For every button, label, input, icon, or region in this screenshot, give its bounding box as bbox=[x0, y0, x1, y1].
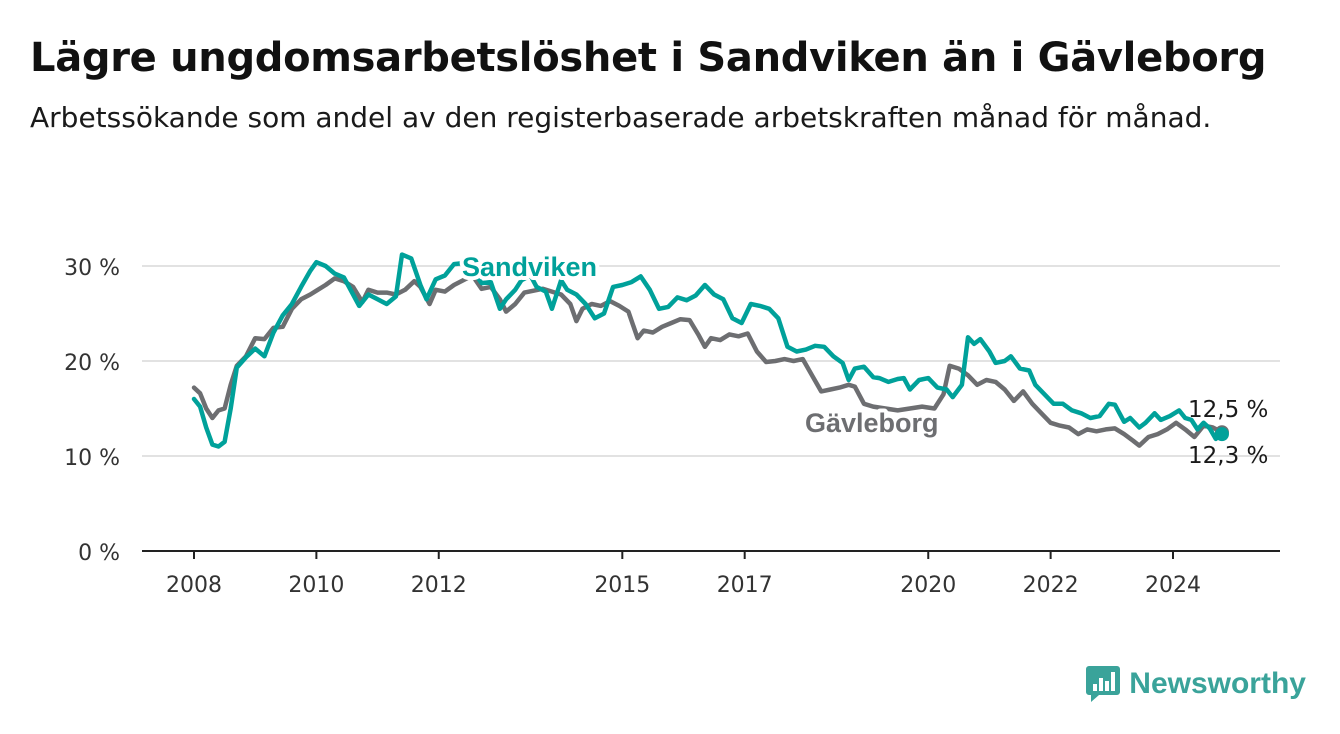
end-value-label: 12,3 % bbox=[1188, 443, 1268, 469]
brand-name: Newsworthy bbox=[1129, 667, 1306, 700]
chart-title: Lägre ungdomsarbetslöshet i Sandviken än… bbox=[30, 35, 1267, 81]
chart-subtitle: Arbetssökande som andel av den registerb… bbox=[30, 101, 1212, 134]
x-tick-label: 2020 bbox=[900, 573, 956, 598]
x-tick-label: 2022 bbox=[1023, 573, 1079, 598]
x-tick-label: 2015 bbox=[594, 573, 650, 598]
x-tick-label: 2008 bbox=[166, 573, 222, 598]
series-label-halo: Gävleborg bbox=[805, 408, 939, 438]
series-lines bbox=[191, 252, 1229, 449]
y-tick-label: 10 % bbox=[64, 446, 120, 471]
y-tick-label: 30 % bbox=[64, 256, 120, 281]
axes: 0 % 10 % 20 % 30 % 2008 2010 2012 2015 2017 2020 2… bbox=[64, 256, 1280, 598]
end-value-label: 12,5 % bbox=[1188, 397, 1268, 423]
y-tick-label: 20 % bbox=[64, 351, 120, 376]
x-tick-label: 2012 bbox=[411, 573, 467, 598]
series-label: Gävleborg bbox=[805, 408, 939, 438]
brand-logo: Newsworthy bbox=[1085, 664, 1306, 704]
y-tick-label: 0 % bbox=[78, 541, 120, 566]
series-line-sandviken bbox=[191, 252, 1225, 449]
end-point-marker bbox=[1214, 427, 1229, 442]
series-label: Sandviken bbox=[462, 252, 597, 282]
series-label-halo: Sandviken bbox=[462, 252, 597, 282]
gridlines bbox=[142, 265, 1280, 457]
x-tick-label: 2017 bbox=[717, 573, 773, 598]
newsworthy-logo-icon bbox=[1086, 666, 1121, 702]
x-tick-label: 2024 bbox=[1145, 573, 1201, 598]
x-tick-label: 2010 bbox=[288, 573, 344, 598]
